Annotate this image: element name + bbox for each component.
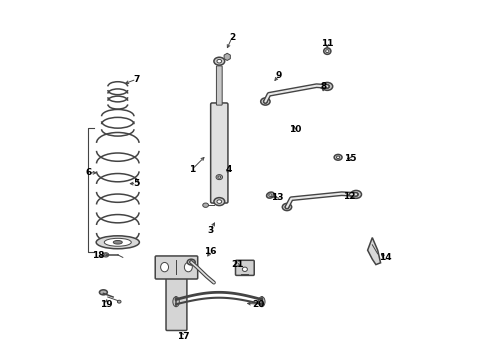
Ellipse shape (268, 194, 271, 197)
Ellipse shape (266, 192, 274, 198)
Ellipse shape (323, 48, 330, 54)
Ellipse shape (353, 193, 358, 196)
Ellipse shape (325, 50, 328, 53)
Text: 8: 8 (320, 82, 326, 91)
Ellipse shape (282, 203, 291, 211)
Text: 3: 3 (207, 226, 213, 235)
Text: 14: 14 (378, 253, 390, 262)
Ellipse shape (104, 238, 131, 246)
Ellipse shape (184, 262, 192, 272)
Text: 2: 2 (228, 33, 235, 42)
Text: 4: 4 (224, 165, 231, 174)
Ellipse shape (117, 300, 121, 303)
Ellipse shape (113, 240, 122, 244)
Ellipse shape (104, 254, 107, 256)
Ellipse shape (217, 59, 221, 63)
Text: 6: 6 (86, 168, 92, 177)
Ellipse shape (218, 176, 220, 178)
Ellipse shape (321, 82, 332, 90)
Text: 16: 16 (203, 248, 216, 256)
Ellipse shape (103, 253, 108, 257)
Ellipse shape (213, 198, 224, 206)
Text: 21: 21 (230, 260, 243, 269)
Ellipse shape (263, 100, 267, 103)
Ellipse shape (99, 290, 107, 295)
Ellipse shape (242, 267, 247, 271)
Polygon shape (367, 238, 380, 265)
Ellipse shape (187, 259, 195, 265)
Ellipse shape (333, 154, 342, 160)
Ellipse shape (203, 203, 208, 207)
Ellipse shape (96, 236, 139, 249)
Text: 11: 11 (321, 39, 333, 48)
Text: 10: 10 (288, 125, 301, 134)
Text: 19: 19 (100, 300, 112, 309)
Text: 13: 13 (270, 194, 283, 202)
Ellipse shape (260, 98, 269, 105)
FancyBboxPatch shape (210, 103, 227, 203)
Text: 20: 20 (252, 300, 264, 309)
FancyBboxPatch shape (166, 273, 186, 330)
Text: 9: 9 (275, 71, 281, 80)
Ellipse shape (189, 261, 192, 264)
Ellipse shape (350, 190, 361, 198)
Ellipse shape (320, 84, 325, 89)
FancyBboxPatch shape (235, 260, 254, 275)
Ellipse shape (336, 156, 339, 158)
FancyBboxPatch shape (155, 256, 197, 279)
Text: 1: 1 (189, 165, 195, 174)
Ellipse shape (217, 200, 221, 203)
Text: 15: 15 (344, 154, 356, 163)
Ellipse shape (160, 262, 168, 272)
Text: 7: 7 (133, 75, 140, 84)
Ellipse shape (325, 85, 329, 88)
Text: 17: 17 (177, 332, 189, 341)
Ellipse shape (258, 297, 264, 307)
Ellipse shape (285, 205, 288, 209)
Text: 18: 18 (92, 251, 105, 260)
FancyBboxPatch shape (216, 66, 222, 105)
Text: 5: 5 (133, 179, 140, 188)
Ellipse shape (216, 175, 222, 180)
Text: 12: 12 (342, 192, 354, 201)
Ellipse shape (213, 57, 224, 65)
Ellipse shape (172, 297, 179, 307)
